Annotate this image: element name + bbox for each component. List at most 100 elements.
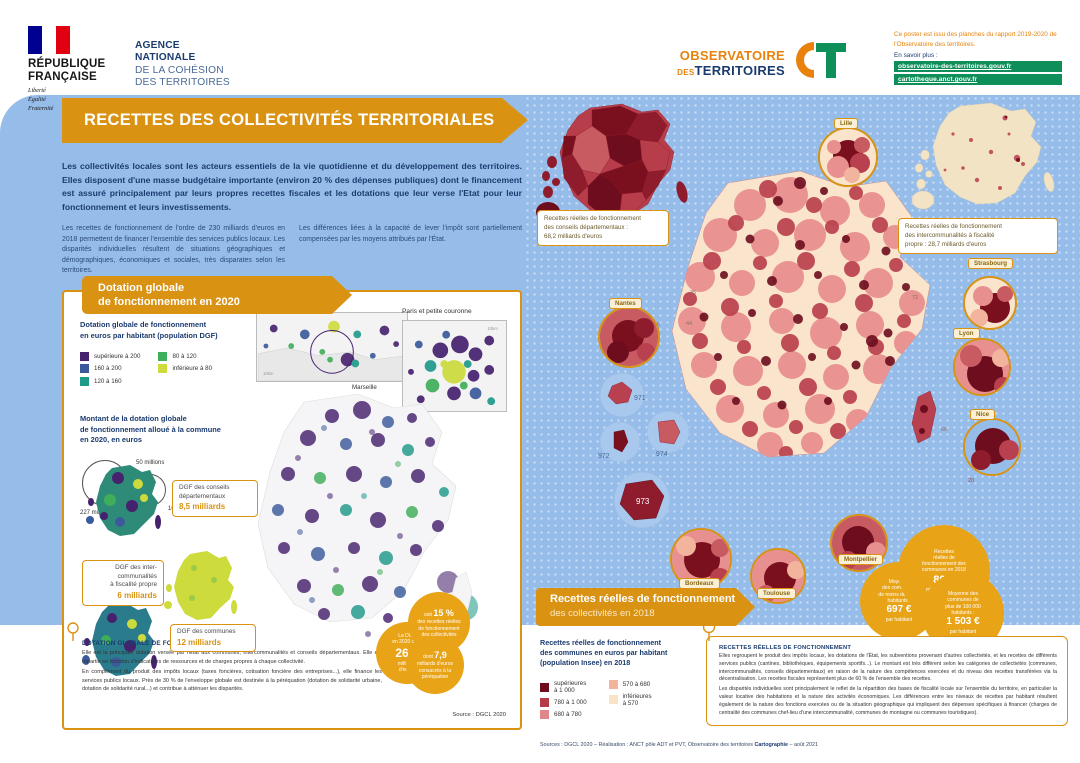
note-paragraph-1: Elles regroupent le produit des impôts l…: [719, 653, 1057, 683]
minimap-label-departements: DGF des conseils départementaux 8,5 mill…: [172, 480, 258, 518]
note-paragraph-2: Les disparités individuelles sont princi…: [719, 686, 1057, 716]
color-swatch: [158, 351, 168, 361]
city-label-toulouse: Toulouse: [757, 588, 797, 599]
legend-banner-sub: des collectivités en 2018: [550, 608, 655, 619]
color-swatch: [158, 364, 168, 374]
departements-value-box: Recettes réelles de fonctionnement des c…: [537, 210, 669, 247]
city-circle-lyon[interactable]: [953, 338, 1011, 396]
french-flag-icon: [28, 26, 70, 54]
color-swatch: [540, 682, 549, 692]
recettes-legend-title: Recettes réelles de fonctionnement des c…: [540, 638, 668, 668]
minimap-communes: [82, 603, 157, 676]
recettes-legend: Recettes réelles de fonctionnement des c…: [540, 638, 730, 720]
legend-item: supérieures à 1 000: [540, 680, 587, 694]
city-circle-strasbourg[interactable]: [963, 276, 1017, 330]
dgf-color-legend: Dotation globale de fonctionnement en eu…: [80, 320, 290, 386]
bubble-dgf-perequation: dont 7,9 milliards d'euros consacrés à l…: [406, 636, 464, 694]
anct-line-3: DE LA COHÉSION: [135, 64, 224, 76]
city-label-strasbourg: Strasbourg: [968, 258, 1014, 269]
city-label-nice: Nice: [970, 409, 996, 420]
marseille-inset-label: Marseille: [352, 384, 377, 391]
svg-text:974: 974: [656, 451, 668, 458]
legend-item: supérieure à 200: [80, 351, 140, 361]
svg-text:10km: 10km: [263, 371, 274, 376]
color-swatch: [540, 710, 549, 720]
republique-label: RÉPUBLIQUE FRANÇAISE: [28, 58, 106, 84]
recettes-legend-banner: Recettes réelles de fonctionnement des c…: [536, 588, 755, 626]
link-cartotheque[interactable]: cartotheque.anct.gouv.fr: [894, 74, 1062, 86]
anct-line-1: AGENCE: [135, 40, 180, 51]
observatoire-wordmark: OBSERVATOIRE DESTERRITOIRES: [677, 48, 785, 78]
intro-column-2: Les différences liées à la capacité de l…: [299, 225, 522, 243]
savoir-plus-label: En savoir plus :: [894, 52, 938, 60]
color-swatch: [80, 376, 89, 386]
size-label-227m: 227 millions: [80, 509, 112, 516]
paris-inset-map: 10km: [402, 320, 507, 412]
dgf-note-paragraph-1: Elle est la principale dotation versée p…: [82, 650, 382, 665]
color-swatch: [80, 351, 89, 361]
city-circle-lille[interactable]: [818, 127, 878, 187]
city-label-nantes: Nantes: [609, 298, 642, 309]
page-header: RÉPUBLIQUE FRANÇAISE Liberté Égalité Fra…: [0, 0, 1080, 112]
note-title: RECETTES RÉELLES DE FONCTIONNEMENT: [719, 645, 852, 651]
dgf-card-title: Dotation globale de fonctionnement en 20…: [98, 281, 240, 308]
poster-note: Ce poster est issu des planches du rappo…: [894, 31, 1057, 48]
intro-text-block: Les collectivités locales sont les acteu…: [62, 160, 522, 277]
legend-item: 680 à 780: [540, 710, 587, 720]
recettes-legend-col-1: supérieures à 1 000 780 à 1 000 680 à 78…: [540, 677, 587, 720]
recettes-legend-col-2: 570 à 680 inférieures à 570: [608, 677, 652, 720]
city-label-montpellier: Montpellier: [838, 554, 884, 565]
dept-code-44: 44: [686, 321, 693, 327]
size-label-50m: 50 millions: [136, 459, 165, 466]
dgf-card: Dotation globale de fonctionnement en eu…: [62, 290, 522, 730]
devise-label: Liberté Égalité Fraternité: [28, 87, 54, 113]
legend-item: 160 à 200: [80, 364, 140, 374]
minimap-departements: [86, 465, 161, 536]
svg-text:973: 973: [636, 497, 650, 506]
anct-line-4: DES TERRITOIRES: [135, 77, 230, 89]
dgf-legend-col-2: 80 à 120 inférieure à 80: [158, 348, 212, 386]
epci-choropleth-map: [911, 102, 1055, 210]
minimap-label-communes: DGF des communes 12 milliards: [170, 624, 256, 653]
anct-logo: AGENCE NATIONALE DE LA COHÉSION DES TERR…: [135, 40, 230, 90]
observatoire-line-2: DESTERRITOIRES: [677, 63, 785, 78]
magnifier-icon: [702, 620, 716, 641]
legend-item: 80 à 120: [158, 351, 212, 361]
intro-lead: Les collectivités locales sont les acteu…: [62, 161, 522, 212]
dom-tom-insets: 971 972 974 973: [598, 372, 690, 529]
observatoire-ct-icon: [796, 42, 846, 78]
dgf-card-banner: Dotation globale de fonctionnement en 20…: [82, 276, 352, 314]
city-circle-nice[interactable]: [963, 418, 1021, 476]
legend-item: inférieure à 80: [158, 364, 212, 374]
epci-value-box: Recettes réelles de fonctionnement des i…: [898, 218, 1058, 255]
communes-main-choropleth-map: [671, 170, 937, 458]
anct-line-2: NATIONALE: [135, 52, 196, 64]
paris-inset-label: Paris et petite couronne: [402, 308, 472, 315]
recettes-reelles-note: RECETTES RÉELLES DE FONCTIONNEMENT Elles…: [706, 636, 1068, 727]
link-observatoire[interactable]: observatoire-des-territoires.gouv.fr: [894, 61, 1062, 73]
dgf-size-legend: Montant de la dotation globale de foncti…: [80, 414, 295, 526]
dept-code-20: 20: [968, 478, 975, 484]
intro-column-1: Les recettes de fonctionnement de l'ordr…: [62, 225, 285, 275]
city-circle-nantes[interactable]: [598, 306, 660, 368]
marseille-inset-map: 10km: [256, 312, 408, 382]
dgf-legend-title: Dotation globale de fonctionnement en eu…: [80, 320, 218, 340]
dgf-note: DOTATION GLOBALE DE FONCTIONNEMENT Elle …: [82, 640, 382, 694]
dept-code-66: 66: [941, 427, 948, 433]
color-swatch: [608, 680, 618, 690]
minimap-epci: [164, 551, 237, 620]
dept-code-35: 35: [690, 290, 697, 296]
legend-item: inférieures à 570: [608, 693, 652, 707]
color-swatch: [80, 364, 89, 374]
republique-francaise-logo: RÉPUBLIQUE FRANÇAISE Liberté Égalité Fra…: [28, 26, 208, 114]
dgf-size-legend-title: Montant de la dotation globale de foncti…: [80, 414, 221, 445]
dgf-note-title: DOTATION GLOBALE DE FONCTIONNEMENT: [82, 640, 225, 647]
svg-text:10km: 10km: [487, 326, 498, 331]
footer-source: Sources : DGCL 2020 – Réalisation : ANCT…: [540, 742, 818, 748]
main-title-banner: RECETTES DES COLLECTIVITÉS TERRITORIALES: [62, 98, 528, 143]
observatoire-line-1: OBSERVATOIRE: [679, 48, 785, 63]
city-label-lille: Lille: [834, 118, 859, 129]
legend-item: 570 à 680: [608, 680, 652, 690]
dgf-bubble-map: [257, 393, 478, 637]
dgf-card-source: Source : DGCL 2020: [452, 712, 506, 718]
